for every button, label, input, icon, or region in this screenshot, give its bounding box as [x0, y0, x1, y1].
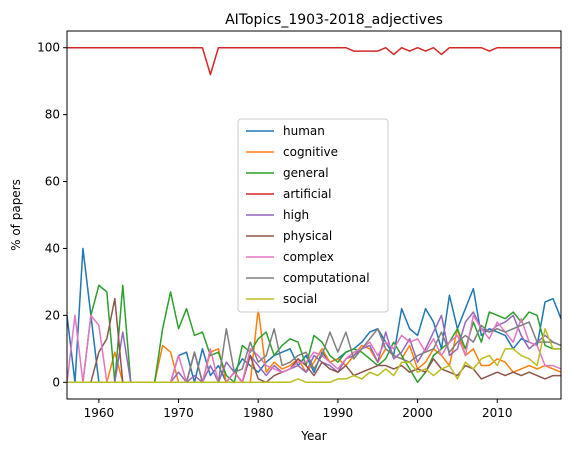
y-tick-label: 40 — [45, 241, 60, 255]
series-line-artificial — [67, 46, 561, 76]
x-tick-label: 2010 — [482, 406, 513, 420]
legend-label-social: social — [283, 292, 317, 306]
legend: human cognitive general artificial high physi… — [237, 118, 389, 313]
legend-label-artificial: artificial — [283, 187, 332, 201]
y-tick-label: 20 — [45, 308, 60, 322]
legend-label-physical: physical — [283, 229, 332, 243]
y-tick-label: 100 — [37, 41, 60, 55]
series-line-social — [67, 328, 561, 384]
x-axis-label: Year — [300, 429, 326, 443]
legend-label-human: human — [283, 124, 325, 138]
legend-label-general: general — [283, 166, 329, 180]
x-tick-label: 1970 — [163, 406, 194, 420]
legend-label-computational: computational — [283, 271, 370, 285]
plot-frame — [66, 30, 562, 400]
x-tick-label: 1960 — [84, 406, 115, 420]
legend-label-high: high — [283, 208, 309, 222]
x-axis: 1960 1970 1980 1990 2000 2010 — [84, 399, 513, 420]
legend-label-complex: complex — [283, 250, 334, 264]
y-tick-label: 60 — [45, 175, 60, 189]
legend-box — [237, 118, 389, 313]
series-lines — [67, 46, 561, 384]
legend-label-cognitive: cognitive — [283, 145, 338, 159]
chart-title: AITopics_1903-2018_adjectives — [225, 12, 443, 28]
x-tick-label: 1980 — [243, 406, 274, 420]
y-tick-label: 0 — [52, 375, 60, 389]
x-tick-label: 1990 — [323, 406, 354, 420]
y-tick-label: 80 — [45, 108, 60, 122]
y-axis-label: % of papers — [9, 179, 23, 251]
y-axis: 0 20 40 60 80 100 — [37, 41, 67, 389]
x-tick-label: 2000 — [402, 406, 433, 420]
